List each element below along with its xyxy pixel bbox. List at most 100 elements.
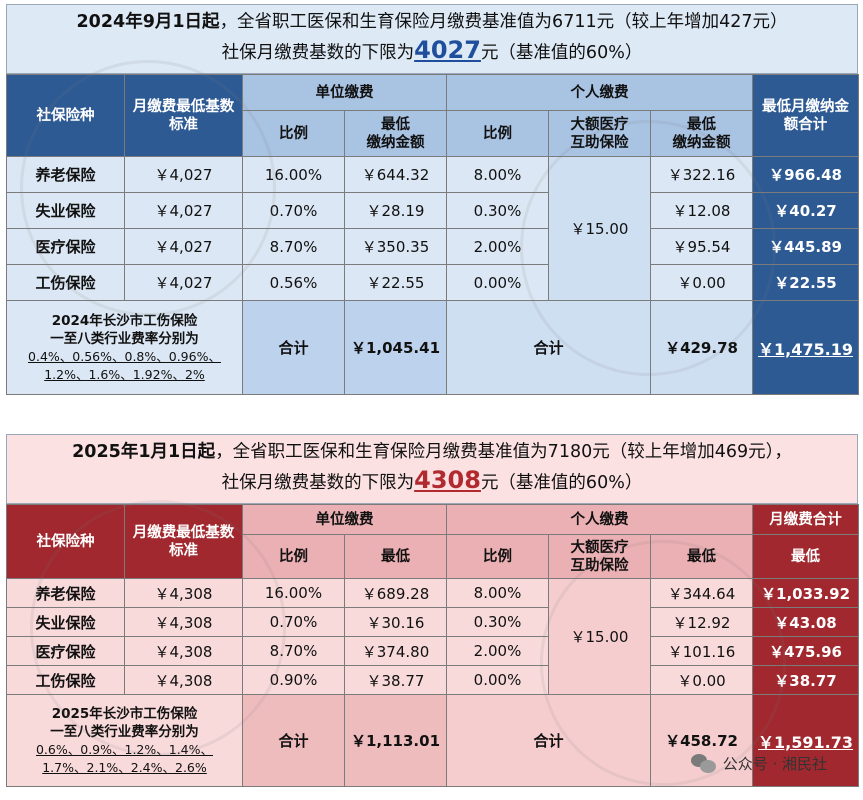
med-mutual-amount: ￥15.00 (548, 578, 651, 695)
row-total: ￥40.27 (752, 192, 860, 229)
injury-note-rates: 0.4%、0.56%、0.8%、0.96%、 1.2%、1.6%、1.92%、2… (28, 348, 221, 382)
banner-text: ，全省职工医保和生育保险月缴费基准值为7180元（较上年增加469元）， (215, 442, 792, 462)
row-personal-min: ￥0.00 (649, 665, 754, 695)
row-name: 养老保险 (6, 578, 125, 608)
section-2024: 2024年9月1日起，全省职工医保和生育保险月缴费基准值为6711元（较上年增加… (6, 4, 860, 395)
injury-note-title: 2025年长沙市工伤保险 一至八类行业费率分别为 (50, 705, 199, 740)
contribution-table-2024: 社保险种 月缴费最低基数标准 单位缴费 个人缴费 最低月缴纳金额合计 比例 最低… (6, 74, 860, 395)
injury-note-rates: 0.6%、0.9%、1.2%、1.4%、 1.7%、2.1%、2.4%、2.6% (35, 741, 214, 775)
row-unit-min: ￥38.77 (344, 665, 447, 695)
row-personal-min: ￥12.92 (649, 607, 754, 637)
personal-sum: ￥458.72 (649, 694, 754, 787)
personal-sum: ￥429.78 (649, 300, 754, 395)
row-personal-rate: 0.00% (446, 264, 549, 301)
banner-line2-pre: 社保月缴费基数的下限为 (221, 473, 415, 493)
header-unit-min: 最低 (344, 534, 447, 579)
row-name: 医疗保险 (6, 228, 125, 265)
banner-2025: 2025年1月1日起，全省职工医保和生育保险月缴费基准值为7180元（较上年增加… (6, 434, 858, 504)
row-name: 失业保险 (6, 607, 125, 637)
unit-sum-label: 合计 (242, 300, 345, 395)
header-total: 月缴费合计 (752, 504, 860, 535)
row-total: ￥445.89 (752, 228, 860, 265)
row-name: 失业保险 (6, 192, 125, 229)
base-lower-limit: 4027 (414, 36, 481, 64)
row-total: ￥966.48 (752, 156, 860, 193)
table-row: 医疗保险 ￥4,027 8.70% ￥350.35 2.00% ￥95.54 ￥… (6, 228, 860, 265)
footer-brand: 公众号 · 湘民社 (690, 752, 827, 774)
row-personal-min: ￥322.16 (649, 156, 754, 193)
header-type: 社保险种 (6, 74, 125, 157)
wechat-icon (690, 752, 717, 774)
personal-sum-label: 合计 (446, 300, 651, 395)
table-row: 养老保险 ￥4,308 16.00% ￥689.28 8.00% ￥15.00 … (6, 578, 860, 695)
row-base: ￥4,027 (124, 228, 243, 265)
row-unit-rate: 0.56% (242, 264, 345, 301)
row-base: ￥4,027 (124, 192, 243, 229)
summary-row: 2024年长沙市工伤保险 一至八类行业费率分别为 0.4%、0.56%、0.8%… (6, 300, 860, 395)
grand-total: ￥1,475.19 (758, 339, 854, 359)
row-unit-rate: 0.70% (242, 192, 345, 229)
row-total: ￥38.77 (752, 665, 860, 695)
header-base: 月缴费最低基数标准 (124, 504, 243, 579)
row-personal-rate: 0.30% (446, 607, 549, 637)
row-unit-rate: 8.70% (242, 636, 345, 666)
row-unit-min: ￥350.35 (344, 228, 447, 265)
header-personal-rate: 比例 (446, 534, 549, 579)
row-base: ￥4,308 (124, 607, 243, 637)
row-unit-min: ￥644.32 (344, 156, 447, 193)
table-row: 工伤保险 ￥4,308 0.90% ￥38.77 0.00% ￥0.00 ￥38… (6, 665, 860, 695)
table-row: 失业保险 ￥4,308 0.70% ￥30.16 0.30% ￥12.92 ￥4… (6, 607, 860, 637)
row-personal-rate: 0.00% (446, 665, 549, 695)
section-2025: 2025年1月1日起，全省职工医保和生育保险月缴费基准值为7180元（较上年增加… (6, 434, 860, 787)
header-total-min: 最低 (752, 534, 860, 579)
row-unit-rate: 16.00% (242, 156, 345, 193)
header-personal: 个人缴费 (445, 504, 754, 535)
row-personal-rate: 8.00% (446, 578, 549, 608)
row-name: 养老保险 (6, 156, 125, 193)
table-row: 医疗保险 ￥4,308 8.70% ￥374.80 2.00% ￥101.16 … (6, 636, 860, 666)
banner-line2-pre: 社保月缴费基数的下限为 (221, 43, 415, 63)
unit-sum: ￥1,113.01 (344, 694, 447, 787)
row-personal-min: ￥101.16 (649, 636, 754, 666)
row-unit-rate: 0.70% (242, 607, 345, 637)
row-unit-min: ￥689.28 (344, 578, 447, 608)
unit-sum-label: 合计 (242, 694, 345, 787)
banner-line2-post: 元（基准值的60%） (480, 473, 643, 493)
row-personal-min: ￥95.54 (649, 228, 754, 265)
row-base: ￥4,308 (124, 578, 243, 608)
header-type: 社保险种 (6, 504, 125, 579)
header-personal-rate: 比例 (446, 110, 549, 157)
brand-text: 公众号 · 湘民社 (722, 754, 827, 773)
row-name: 工伤保险 (6, 264, 125, 301)
row-total: ￥43.08 (752, 607, 860, 637)
header-unit-rate: 比例 (242, 534, 345, 579)
header-unit: 单位缴费 (242, 74, 447, 111)
header-unit-rate: 比例 (242, 110, 345, 157)
table-row: 失业保险 ￥4,027 0.70% ￥28.19 0.30% ￥12.08 ￥4… (6, 192, 860, 229)
row-personal-min: ￥12.08 (649, 192, 754, 229)
row-unit-rate: 8.70% (242, 228, 345, 265)
row-personal-min: ￥0.00 (649, 264, 754, 301)
row-unit-min: ￥22.55 (344, 264, 447, 301)
header-unit-min: 最低 缴纳金额 (344, 110, 447, 157)
row-unit-rate: 16.00% (242, 578, 345, 608)
banner-date: 2025年1月1日起 (72, 442, 216, 462)
header-personal-min: 最低 (649, 534, 754, 579)
table-row: 工伤保险 ￥4,027 0.56% ￥22.55 0.00% ￥0.00 ￥22… (6, 264, 860, 301)
row-personal-min: ￥344.64 (649, 578, 754, 608)
row-unit-min: ￥374.80 (344, 636, 447, 666)
summary-row: 2025年长沙市工伤保险 一至八类行业费率分别为 0.6%、0.9%、1.2%、… (6, 694, 860, 787)
banner-2024: 2024年9月1日起，全省职工医保和生育保险月缴费基准值为6711元（较上年增加… (6, 4, 858, 74)
header-personal-med: 大额医疗 互助保险 (548, 534, 651, 579)
header-personal-min: 最低 缴纳金额 (649, 110, 754, 157)
injury-rate-note: 2024年长沙市工伤保险 一至八类行业费率分别为 0.4%、0.56%、0.8%… (6, 300, 243, 395)
row-total: ￥1,033.92 (752, 578, 860, 608)
base-lower-limit: 4308 (414, 466, 481, 494)
row-total: ￥475.96 (752, 636, 860, 666)
row-base: ￥4,308 (124, 636, 243, 666)
header-personal-med: 大额医疗 互助保险 (548, 110, 651, 157)
grand-total: ￥1,591.73 (758, 732, 854, 752)
row-base: ￥4,027 (124, 264, 243, 301)
banner-date: 2024年9月1日起 (76, 12, 220, 32)
header-personal: 个人缴费 (445, 74, 754, 111)
